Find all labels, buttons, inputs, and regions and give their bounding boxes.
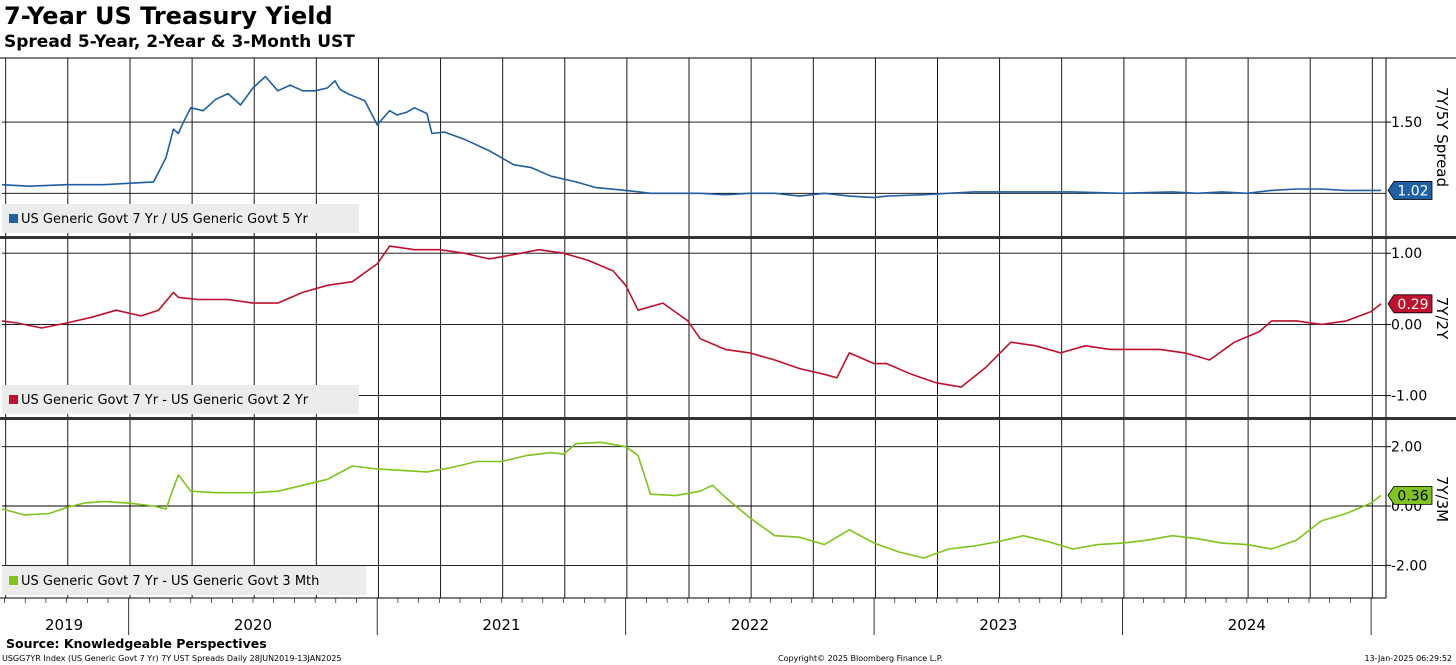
last-value-tag: 0.36 (1387, 485, 1433, 505)
x-tick-label: 2021 (482, 616, 520, 634)
y-tick-label: 1.50 (1391, 115, 1422, 131)
x-tick-label: 2023 (979, 616, 1017, 634)
chart-title: 7-Year US Treasury Yield (4, 2, 333, 30)
footer-index-info: USGG7YR Index (US Generic Govt 7 Yr) 7Y … (2, 654, 342, 663)
series-line (1, 441, 1382, 559)
series-line (1, 75, 1381, 199)
y-axis-label: 7Y/3M (1433, 476, 1451, 522)
footer-timestamp: 13-Jan-2025 06:29:52 (1364, 654, 1452, 663)
y-tick-label: 1.00 (1391, 246, 1422, 262)
last-value-tag: 1.02 (1387, 181, 1433, 200)
y-tick-label: -1.00 (1391, 389, 1427, 405)
x-tick-label: 2024 (1228, 616, 1266, 634)
legend-swatch (9, 395, 18, 404)
panel-frames (0, 57, 1456, 420)
last-value-label: 0.29 (1397, 297, 1428, 313)
last-value-label: 0.36 (1397, 488, 1428, 504)
y-tick-label: 0.00 (1391, 317, 1422, 333)
last-value-label: 1.02 (1397, 183, 1428, 199)
legend: US Generic Govt 7 Yr - US Generic Govt 3… (2, 566, 367, 595)
chart-subtitle: Spread 5-Year, 2-Year & 3-Month UST (4, 32, 355, 52)
y-tick-label: 2.00 (1391, 440, 1422, 456)
legend-swatch (9, 576, 18, 585)
source-note: Source: Knowledgeable Perspectives (6, 636, 267, 651)
y-axis-label: 7Y/5Y Spread (1433, 87, 1451, 187)
x-tick-label: 2019 (45, 616, 83, 634)
last-value-tag: 0.29 (1387, 294, 1433, 314)
series-lines (1, 75, 1382, 559)
footer-copyright: Copyright© 2025 Bloomberg Finance L.P. (778, 654, 943, 663)
legends: US Generic Govt 7 Yr / US Generic Govt 5… (2, 204, 367, 595)
y-axis-label: 7Y/2Y (1433, 297, 1451, 340)
y-tick-label: -2.00 (1391, 558, 1427, 574)
legend: US Generic Govt 7 Yr - US Generic Govt 2… (2, 385, 359, 414)
legend-label: US Generic Govt 7 Yr / US Generic Govt 5… (21, 212, 308, 227)
axes: 1.50 7Y/5Y Spread 1.02 1.00 0.00 -1.00 7Y/2Y 0.… (0, 58, 1451, 635)
series-line (1, 245, 1382, 388)
legend-swatch (9, 214, 18, 223)
gridlines (2, 58, 1386, 598)
legend-label: US Generic Govt 7 Yr - US Generic Govt 2… (21, 393, 309, 408)
x-tick-label: 2020 (234, 616, 272, 634)
legend-label: US Generic Govt 7 Yr - US Generic Govt 3… (21, 574, 319, 589)
legend: US Generic Govt 7 Yr / US Generic Govt 5… (2, 204, 359, 233)
x-tick-label: 2022 (731, 616, 769, 634)
